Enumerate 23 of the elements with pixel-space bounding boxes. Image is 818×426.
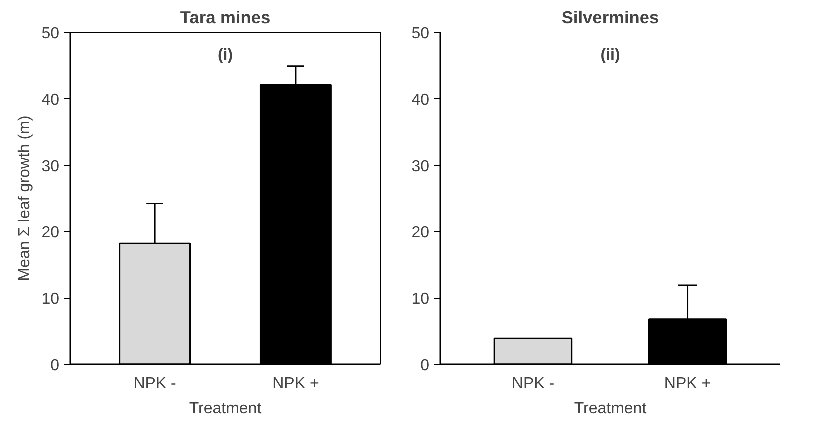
y-tick-label: 10 <box>412 291 430 308</box>
chart-title: Tara mines <box>180 8 271 28</box>
y-tick-label: 10 <box>42 291 60 308</box>
y-tick-label: 40 <box>42 92 60 109</box>
y-tick-label: 0 <box>50 358 60 374</box>
x-axis-title: Treatment <box>189 400 262 418</box>
y-tick-label: 20 <box>42 224 60 242</box>
y-axis-title: Mean Σ leaf growth (m) <box>16 116 34 282</box>
y-tick-label: 30 <box>42 158 60 176</box>
x-tick-label: NPK - <box>134 376 176 392</box>
x-tick-label: NPK - <box>512 376 555 392</box>
annotation: (ii) <box>600 47 620 64</box>
y-tick-label: 30 <box>412 158 430 176</box>
x-axis-title: Treatment <box>574 400 648 418</box>
y-tick-label: 50 <box>42 26 60 42</box>
chart-title: Silvermines <box>562 8 660 28</box>
x-tick-label: NPK + <box>272 376 320 392</box>
y-tick-label: 20 <box>412 224 430 242</box>
x-tick-label: NPK + <box>664 376 712 392</box>
y-tick-label: 0 <box>420 358 430 374</box>
y-tick-label: 50 <box>412 26 430 42</box>
y-tick-label: 40 <box>412 92 430 109</box>
annotation: (i) <box>218 47 234 64</box>
